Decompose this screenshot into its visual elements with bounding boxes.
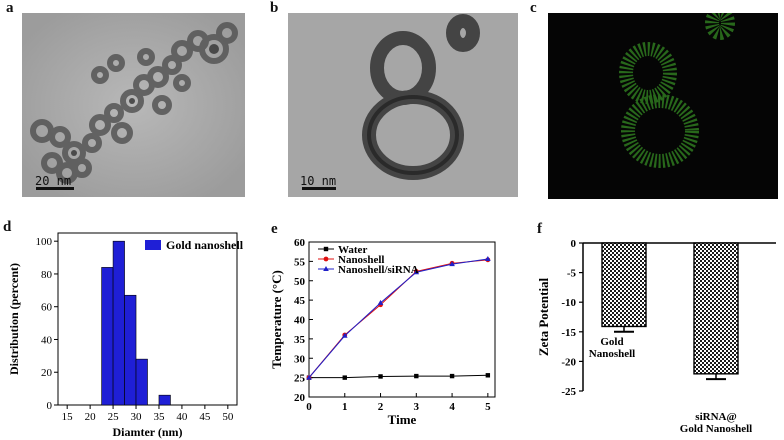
y-tick-label-e: 30 <box>294 353 306 365</box>
data-point-e-0 <box>378 374 383 379</box>
x-tick-label-d: 45 <box>199 411 211 423</box>
zeta-bar-0 <box>601 242 647 328</box>
y-tick-label-e: 25 <box>294 373 306 385</box>
x-tick-label-d: 30 <box>131 411 143 423</box>
legend-label-e-1: Nanoshell <box>338 254 384 266</box>
data-point-e-0 <box>485 373 491 378</box>
tem-image-a <box>22 13 245 197</box>
scale-label-b: 10 nm <box>300 174 337 188</box>
x-tick-label-d: 20 <box>85 411 97 423</box>
category-label-f-0: Gold <box>600 336 623 348</box>
data-point-e-2 <box>341 332 348 338</box>
legend-label-e-0: Water <box>338 244 367 256</box>
category-label-f-1: siRNA@ <box>695 411 736 423</box>
scale-bar-a <box>36 187 74 190</box>
histogram-bar-3 <box>135 358 148 406</box>
y-tick-label-f: -5 <box>567 268 577 280</box>
panel-letter-f: f <box>537 221 542 237</box>
data-point-e-2 <box>485 256 491 262</box>
element-map-c <box>548 13 778 199</box>
tem-image-b <box>288 13 518 197</box>
y-tick-label-f: -25 <box>561 386 576 398</box>
zeta-bar-1 <box>693 242 739 375</box>
category-label-f-0b: Nanoshell <box>589 348 635 360</box>
panel-letter-a: a <box>6 0 14 16</box>
data-point-e-2 <box>377 299 384 305</box>
legend-swatch-d <box>145 240 161 250</box>
y-tick-label-e: 45 <box>294 295 306 307</box>
y-axis-label-d: Distribution (percent) <box>7 263 21 375</box>
x-tick-label-e: 0 <box>306 401 312 413</box>
x-axis-label-d: Diamter (nm) <box>112 425 182 439</box>
legend-marker-e-0 <box>323 246 329 252</box>
x-tick-label-e: 3 <box>414 401 420 413</box>
data-point-e-0 <box>449 373 455 379</box>
y-axis-label-e: Temperature (°C) <box>269 270 284 369</box>
data-point-e-2 <box>306 374 312 380</box>
y-tick-label-f: -15 <box>561 327 576 339</box>
legend-label-d: Gold nanoshell <box>166 238 244 252</box>
y-tick-label-e: 35 <box>294 334 306 346</box>
histogram-bar-2 <box>124 294 137 406</box>
y-tick-label-d: 40 <box>41 334 53 346</box>
panel-letter-c: c <box>530 0 537 16</box>
x-tick-label-e: 5 <box>485 401 491 413</box>
data-point-e-0 <box>342 375 347 380</box>
panel-letter-d: d <box>3 219 12 235</box>
legend-label-e-2: Nanoshell/siRNA <box>338 264 419 276</box>
x-axis-label-e: Time <box>388 412 417 427</box>
y-tick-label-d: 60 <box>41 302 53 314</box>
series-line-e-2 <box>308 258 488 378</box>
panel-letter-b: b <box>270 0 279 16</box>
panel-letter-e: e <box>271 221 278 237</box>
y-tick-label-e: 60 <box>294 237 306 249</box>
data-point-e-2 <box>449 261 455 267</box>
x-tick-label-d: 40 <box>176 411 188 423</box>
y-axis-label-f: Zeta Potential <box>536 277 551 356</box>
y-tick-label-f: 0 <box>571 238 577 250</box>
y-tick-label-f: -10 <box>561 297 576 309</box>
x-tick-label-d: 50 <box>222 411 234 423</box>
histogram-bar-4 <box>158 394 171 406</box>
y-tick-label-f: -20 <box>561 356 576 368</box>
y-tick-label-d: 0 <box>47 400 53 412</box>
category-label-f-1b: Gold Nanoshell <box>680 423 752 435</box>
legend-marker-e-1 <box>323 256 329 262</box>
y-tick-label-d: 80 <box>41 269 53 281</box>
x-tick-label-d: 25 <box>108 411 120 423</box>
y-tick-label-e: 40 <box>294 315 306 327</box>
x-tick-label-d: 15 <box>62 411 74 423</box>
x-tick-label-d: 35 <box>153 411 165 423</box>
y-tick-label-e: 50 <box>294 276 306 288</box>
scale-label-a: 20 nm <box>35 174 72 188</box>
legend-marker-e-2 <box>323 266 329 271</box>
series-line-e-0 <box>309 374 488 379</box>
x-tick-label-e: 1 <box>342 401 348 413</box>
data-point-e-2 <box>413 269 420 275</box>
scale-bar-b <box>302 187 336 190</box>
y-tick-label-d: 100 <box>36 236 53 248</box>
x-tick-label-e: 4 <box>449 401 455 413</box>
data-point-e-0 <box>414 373 419 379</box>
y-tick-label-e: 20 <box>294 392 306 404</box>
y-tick-label-d: 20 <box>41 367 53 379</box>
y-tick-label-e: 55 <box>294 256 306 268</box>
x-tick-label-e: 2 <box>378 401 384 413</box>
